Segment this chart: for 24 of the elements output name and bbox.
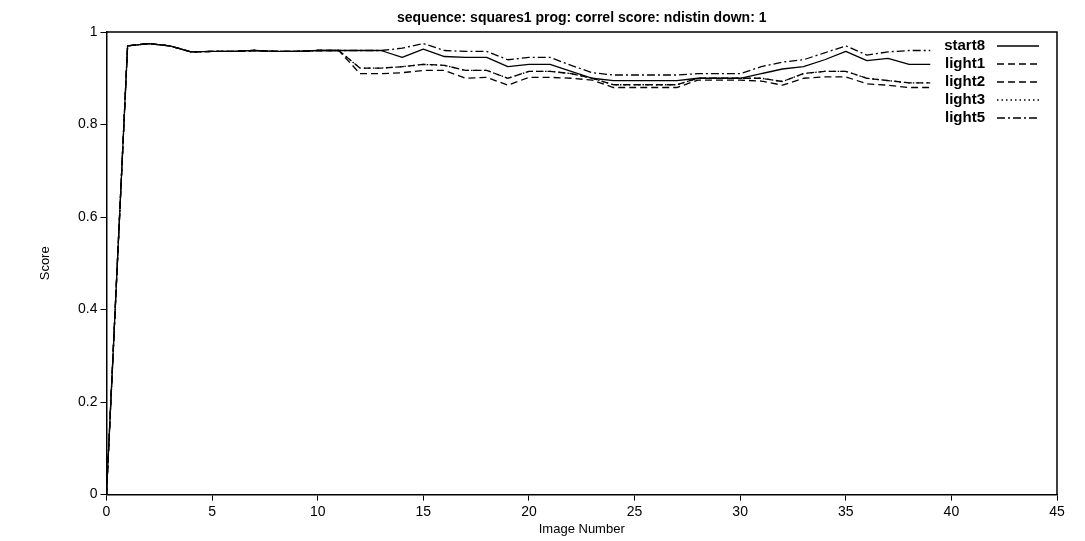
y-tick-label: 0 — [89, 485, 98, 502]
x-tick-label: 45 — [1049, 502, 1065, 519]
x-tick-label: 25 — [626, 502, 643, 519]
x-tick-label: 5 — [208, 502, 217, 519]
y-tick-label: 0.6 — [77, 207, 98, 224]
y-axis-title: Score — [36, 246, 52, 281]
y-tick-label: 0.4 — [77, 300, 98, 317]
legend-label: light5 — [945, 108, 985, 126]
x-tick-label: 40 — [943, 502, 960, 519]
x-tick-label: 10 — [309, 502, 326, 519]
x-tick-label: 35 — [837, 502, 854, 519]
legend-label: light2 — [945, 72, 985, 90]
y-tick-label: 0.8 — [77, 115, 98, 132]
legend-label: light1 — [945, 54, 985, 72]
x-tick-label: 30 — [732, 502, 749, 519]
legend-label: light3 — [945, 90, 985, 108]
y-tick-label: 0.2 — [77, 392, 98, 409]
chart-title: sequence: squares1 prog: correl score: ndistin down: 1 — [396, 8, 767, 25]
legend-label: start8 — [944, 36, 985, 54]
x-tick-label: 20 — [521, 502, 537, 519]
x-axis-title: Image Number — [538, 520, 626, 536]
x-tick-label: 0 — [102, 502, 111, 519]
y-tick-label: 1 — [89, 22, 98, 39]
x-tick-label: 15 — [415, 502, 432, 519]
